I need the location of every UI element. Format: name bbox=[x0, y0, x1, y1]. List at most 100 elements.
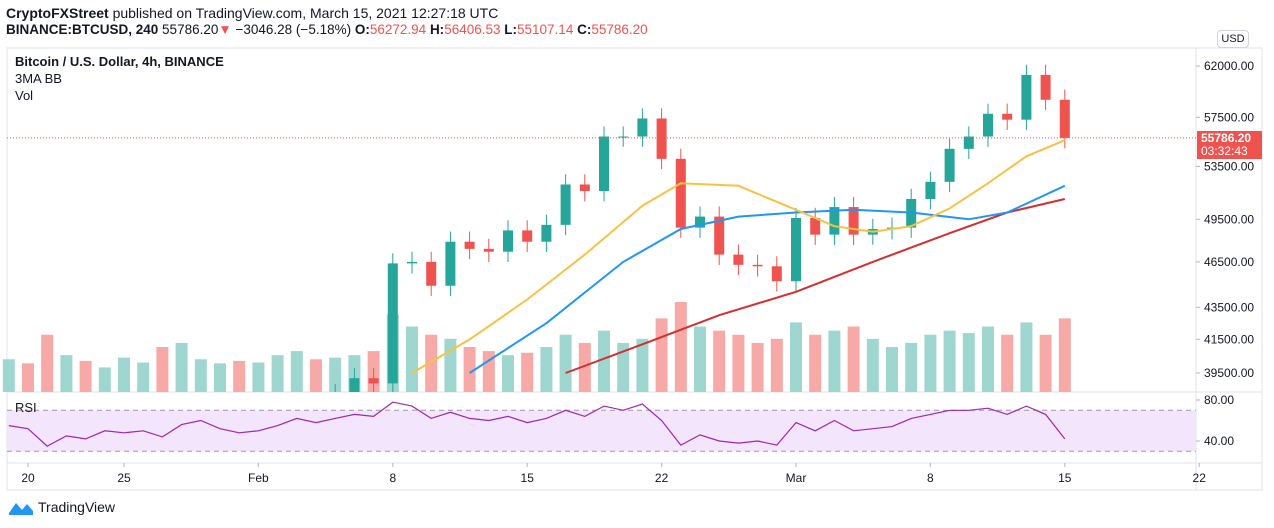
volume-bar bbox=[790, 322, 802, 392]
volume-bar bbox=[1001, 334, 1014, 392]
volume-bar bbox=[425, 334, 438, 392]
time-tick-label: 25 bbox=[117, 471, 131, 485]
volume-bar bbox=[866, 338, 879, 392]
rsi-label: RSI bbox=[15, 400, 37, 415]
open-label: O: bbox=[354, 22, 370, 37]
candle-body bbox=[983, 113, 993, 137]
volume-bar bbox=[463, 347, 476, 392]
candle-body bbox=[925, 181, 936, 199]
volume-bar bbox=[22, 363, 34, 392]
candle-body bbox=[387, 263, 398, 384]
volume-bar bbox=[751, 342, 764, 392]
price-tick-label: 53500.00 bbox=[1204, 159, 1254, 173]
close-label: C: bbox=[577, 22, 592, 37]
time-tick-label: Feb bbox=[248, 471, 269, 485]
tradingview-logo[interactable]: TradingView bbox=[8, 499, 115, 515]
price-tick-label: 41500.00 bbox=[1204, 332, 1254, 346]
volume-bar bbox=[809, 334, 822, 392]
change: −3046.28 (−5.18%) bbox=[235, 22, 352, 37]
volume-bar bbox=[271, 355, 284, 392]
time-tick-label: 15 bbox=[521, 471, 535, 485]
price-tick-label: 46500.00 bbox=[1204, 255, 1254, 269]
volume-bar bbox=[2, 359, 15, 392]
low-value: 55107.14 bbox=[517, 22, 574, 37]
volume-bar bbox=[598, 330, 610, 392]
close-value: 55786.20 bbox=[591, 22, 648, 37]
ma-fast-line bbox=[411, 139, 1066, 374]
price-tick-label: 62000.00 bbox=[1204, 59, 1254, 73]
candle-body bbox=[349, 378, 360, 392]
candle-body bbox=[522, 230, 533, 242]
volume-bar bbox=[982, 326, 994, 392]
volume-bar bbox=[41, 334, 54, 392]
candle-body bbox=[503, 230, 513, 252]
volume-bar bbox=[770, 338, 783, 392]
candle-body bbox=[963, 136, 974, 149]
candle-body bbox=[791, 217, 801, 282]
published-text: published on TradingView.com, March 15, … bbox=[112, 5, 499, 21]
last-price-tag: 55786.20 03:32:43 bbox=[1197, 131, 1262, 159]
ma-mid-line bbox=[469, 184, 1066, 374]
candle-body bbox=[675, 158, 686, 228]
last-price: 55786.20 bbox=[162, 22, 219, 37]
volume-bar bbox=[886, 347, 898, 392]
time-tick-label: 8 bbox=[927, 471, 934, 485]
main-pane bbox=[2, 64, 1196, 392]
publish-line: CryptoFXStreet published on TradingView.… bbox=[6, 5, 498, 21]
brand-name: TradingView bbox=[38, 499, 116, 515]
candle-body bbox=[752, 264, 763, 267]
volume-bar bbox=[1058, 318, 1071, 392]
legend-volume[interactable]: Vol bbox=[15, 88, 34, 103]
volume-bar bbox=[1020, 322, 1033, 392]
volume-bar bbox=[502, 355, 514, 392]
volume-bar bbox=[137, 362, 150, 392]
chart-legend: Bitcoin / U.S. Dollar, 4h, BINANCE 3MA B… bbox=[15, 53, 224, 104]
candle-body bbox=[599, 136, 609, 192]
candle-body bbox=[944, 148, 955, 182]
chart-frame bbox=[6, 47, 1263, 491]
volume-bar bbox=[732, 334, 745, 392]
volume-bar bbox=[329, 357, 342, 392]
high-label: H: bbox=[429, 22, 445, 37]
candle-body bbox=[771, 266, 782, 282]
volume-bar bbox=[233, 360, 246, 392]
legend-indicator[interactable]: 3MA BB bbox=[15, 71, 62, 86]
candle-body bbox=[656, 118, 667, 159]
rsi-tick-label: 40.00 bbox=[1204, 434, 1234, 448]
candle-body bbox=[829, 207, 840, 235]
ohlc-line: BINANCE:BTCUSD, 240 55786.20▼ −3046.28 (… bbox=[6, 22, 648, 37]
candle-body bbox=[560, 184, 571, 225]
volume-bar bbox=[962, 333, 975, 392]
volume-bar bbox=[943, 330, 956, 392]
volume-bar bbox=[252, 362, 265, 392]
volume-bar bbox=[559, 334, 572, 392]
candle-body bbox=[810, 217, 821, 235]
volume-bar bbox=[636, 338, 649, 392]
symbol: BINANCE:BTCUSD, 240 bbox=[6, 22, 159, 37]
price-tag-value: 55786.20 bbox=[1201, 131, 1252, 145]
volume-bar bbox=[521, 352, 534, 392]
candle-body bbox=[714, 216, 725, 255]
high-value: 56406.53 bbox=[444, 22, 501, 37]
volume-bar bbox=[617, 342, 630, 392]
volume-bar bbox=[578, 342, 591, 392]
candle-body bbox=[445, 241, 456, 286]
volume-bar bbox=[540, 347, 553, 392]
volume-bar bbox=[98, 367, 111, 392]
price-tick-label: 49500.00 bbox=[1204, 212, 1254, 226]
tradingview-logo-icon bbox=[9, 503, 33, 515]
currency-button[interactable]: USD bbox=[1217, 30, 1249, 48]
volume-bar bbox=[674, 302, 687, 392]
volume-bar bbox=[310, 359, 322, 392]
candle-body bbox=[695, 216, 705, 228]
volume-bar bbox=[444, 338, 457, 392]
price-tick-label: 57500.00 bbox=[1204, 110, 1254, 124]
candle-body bbox=[426, 261, 437, 286]
volume-bar bbox=[713, 330, 726, 392]
volume-bar bbox=[847, 326, 860, 392]
volume-bar bbox=[924, 334, 937, 392]
volume-bar bbox=[194, 359, 207, 392]
publisher: CryptoFXStreet bbox=[6, 5, 109, 21]
rsi-band bbox=[7, 410, 1196, 452]
